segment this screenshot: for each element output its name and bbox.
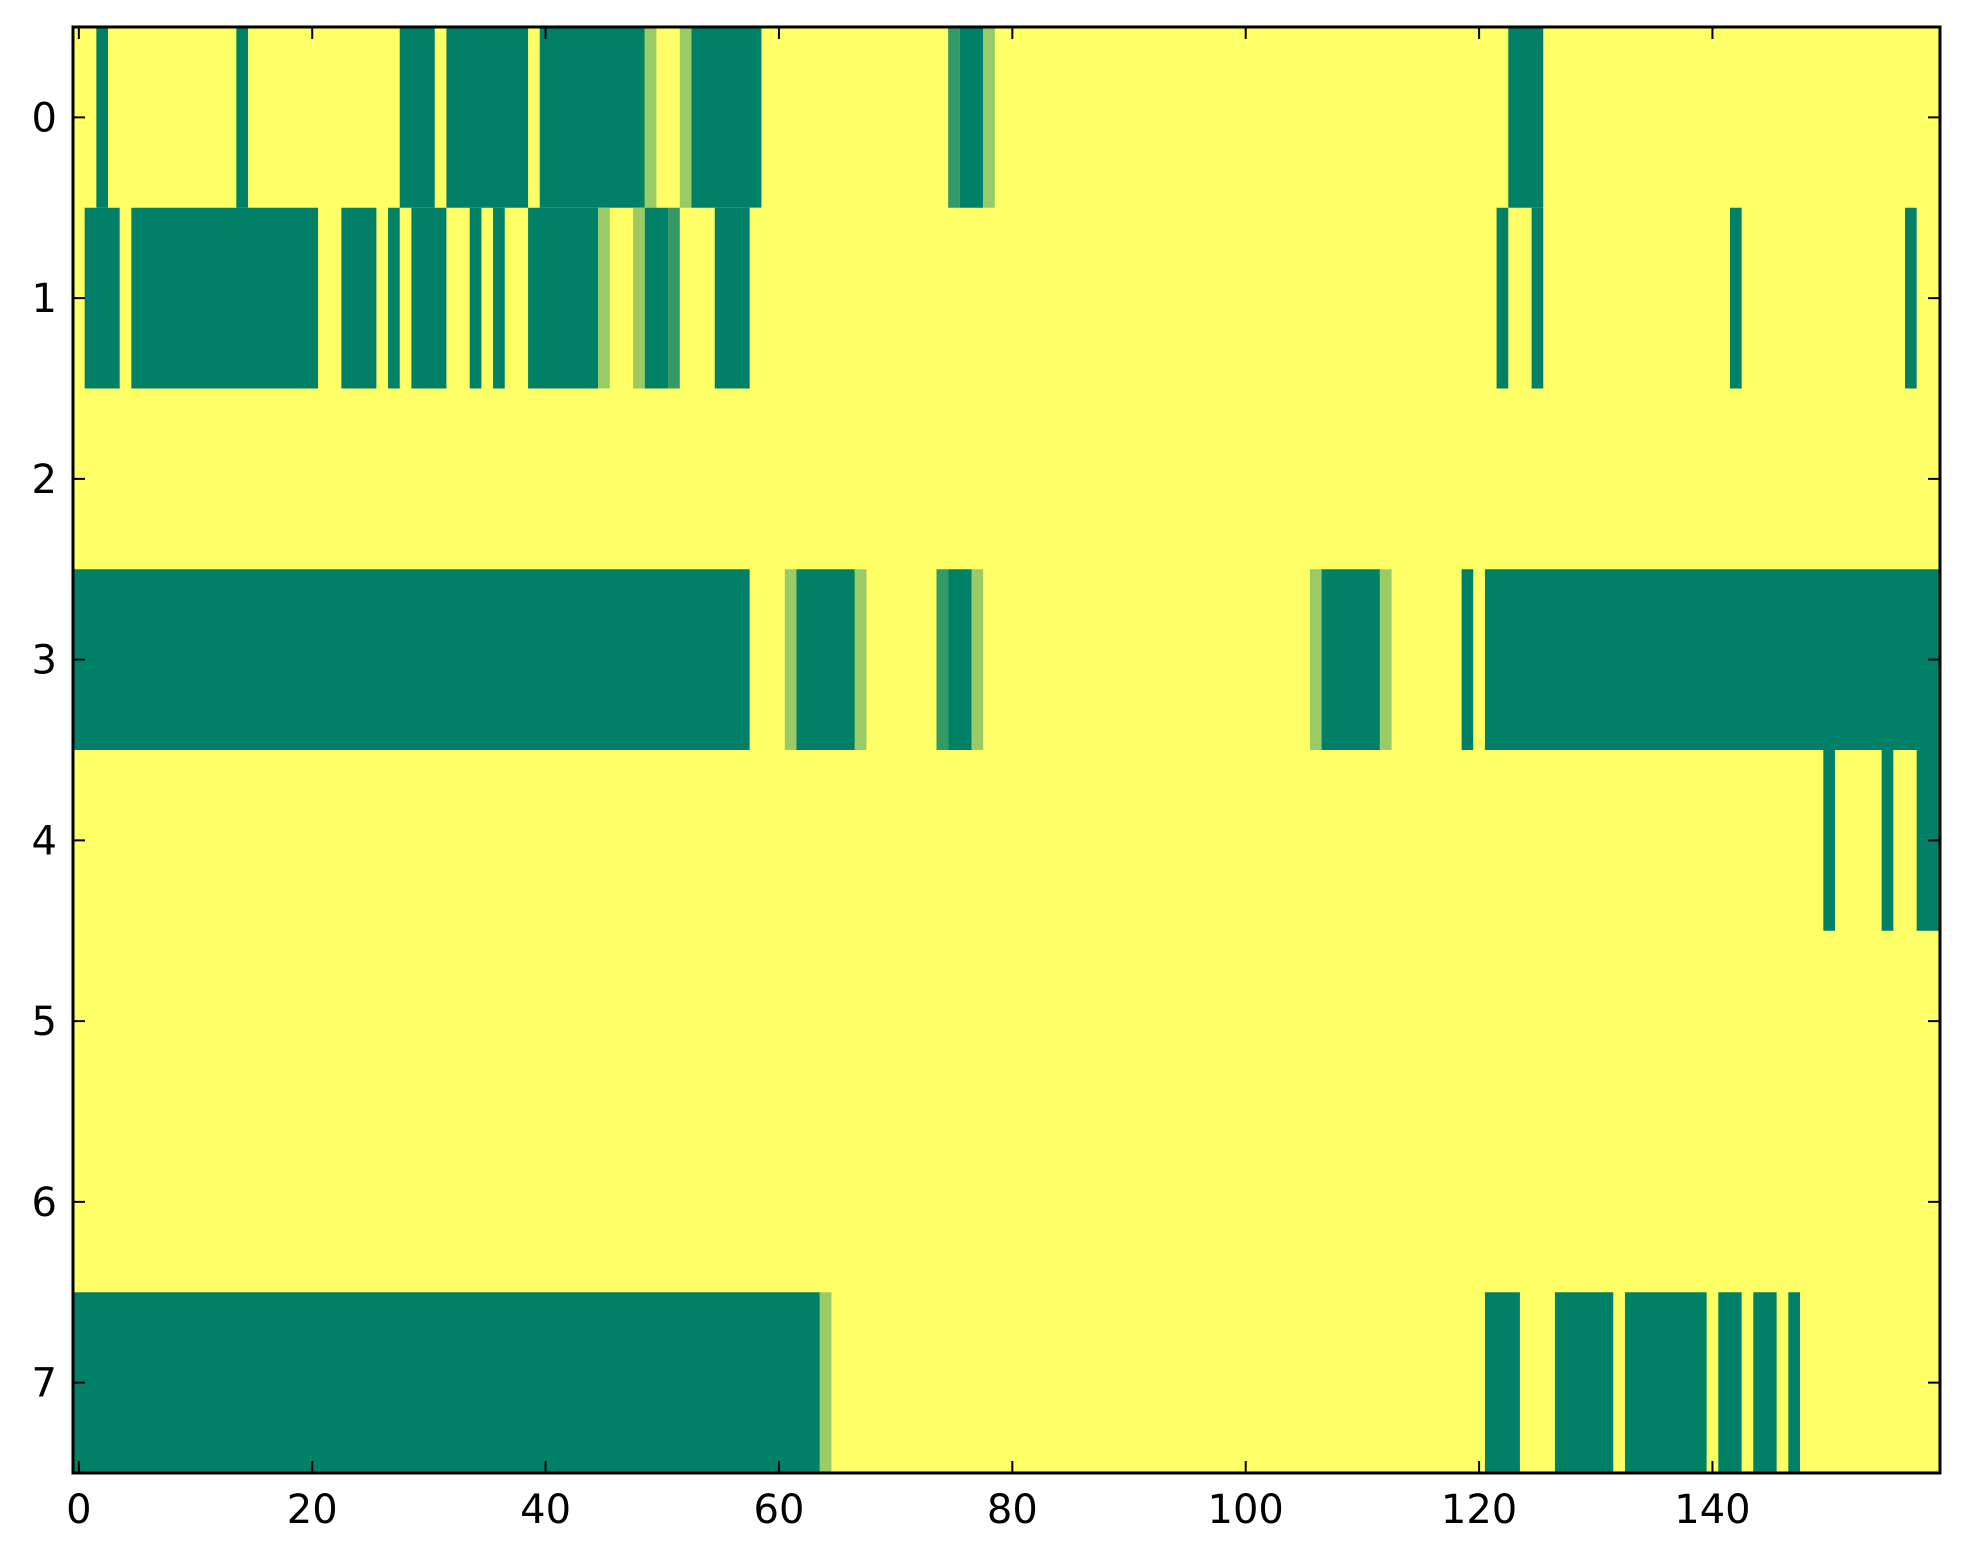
heatmap-cell-run [1379,569,1392,750]
heatmap-cell-run [668,207,680,389]
x-tick-label: 0 [66,1487,91,1533]
heatmap-cell-run [411,207,447,389]
heatmap-cell-run [73,1292,820,1473]
heatmap-cell-run [854,569,867,750]
heatmap-cell-run [749,569,762,750]
heatmap-cell-run [1461,569,1474,750]
heatmap-cell-run [936,569,949,750]
heatmap-cell-run [644,27,657,208]
heatmap-cell-run [1309,569,1322,750]
x-tick-label: 60 [754,1487,805,1533]
axis-ticks [73,27,1940,1473]
heatmap-cell-run [96,27,109,208]
heatmap-cell-run [714,207,750,389]
heatmap-cell-run [1484,1292,1520,1473]
heatmap-cell-run [1729,207,1742,389]
y-tick-label: 4 [32,818,57,864]
heatmap-cell-run [493,207,505,389]
heatmap-cell-run [1508,27,1544,208]
x-tick-label: 40 [520,1487,571,1533]
heatmap-cell-run [131,207,319,389]
heatmap-cell-run [1496,207,1509,389]
y-tick-label: 7 [32,1361,57,1407]
heatmap-cell-run [983,27,995,208]
heatmap-cell-run [749,207,762,389]
y-tick-label: 5 [32,999,57,1045]
heatmap-cell-run [1321,569,1380,750]
heatmap-cell-run [784,569,797,750]
heatmap-cell-run [341,207,377,389]
heatmap-cell-run [388,207,400,389]
heatmap-cell-run [959,27,984,208]
heatmap-cell-run [528,207,599,389]
heatmap-cell-run [948,27,960,208]
heatmap-cell-run [633,207,645,389]
heatmap-cell-run [236,27,249,208]
heatmap-cell-run [446,27,529,208]
heatmap-cell-run [1788,1292,1800,1473]
heatmap-cell-run [1823,750,1835,931]
heatmap-cell-run [679,27,692,208]
heatmap-cell-run [1753,1292,1777,1473]
heatmap-cell-run [1881,750,1894,931]
heatmap-cell-run [539,27,645,208]
y-tick-label: 1 [32,276,57,322]
heatmap-cell-run [761,27,774,208]
plot-frame [71,25,1942,1475]
x-tick-label: 20 [287,1487,338,1533]
heatmap-cell-run [84,207,120,389]
heatmap-cell-run [948,569,972,750]
heatmap-cell-run [1554,1292,1614,1473]
heatmap-cell-run [1718,1292,1742,1473]
y-tick-label: 2 [32,457,57,503]
heatmap-cell-run [1624,1292,1707,1473]
x-tick-label: 140 [1674,1487,1750,1533]
heatmap-cell-run [598,207,610,389]
y-tick-label: 0 [32,95,57,141]
x-tick-labels: 0 20 40 60 80 100 120 140 [66,1487,1751,1533]
x-tick-label: 80 [987,1487,1038,1533]
y-tick-label: 6 [32,1180,57,1226]
x-tick-label: 100 [1208,1487,1284,1533]
heatmap-cell-run [644,207,669,389]
heatmap-cell-run [691,27,762,208]
heatmap-cell-run [1904,207,1917,389]
y-tick-label: 3 [32,638,57,684]
heatmap-cell-run [469,207,482,389]
heatmap-cell-run [1484,569,1940,750]
y-tick-labels: 0 1 2 3 4 5 6 7 [32,95,57,1406]
heatmap-cell-run [819,1292,832,1473]
x-tick-label: 120 [1441,1487,1517,1533]
heatmap-cell-run [73,569,750,750]
heatmap-cell-run [1531,207,1544,389]
heatmap-cells [73,27,1940,1473]
heatmap-cell-run [796,569,855,750]
heatmap-cell-run [399,27,435,208]
heatmap-cell-run [971,569,984,750]
